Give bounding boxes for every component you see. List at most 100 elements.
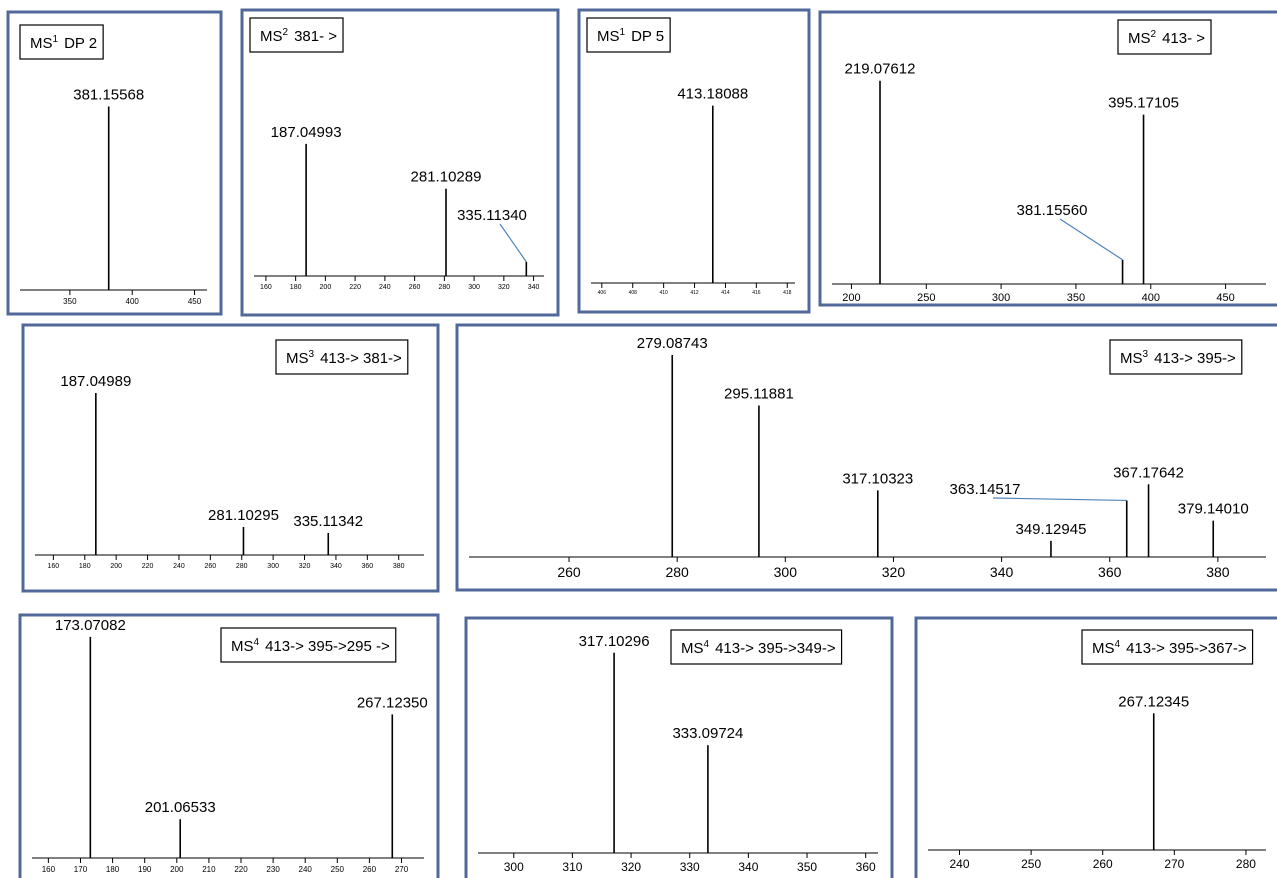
title-level: 3 [1143, 349, 1149, 360]
panel-frame [818, 10, 1277, 307]
x-tick-label: 240 [299, 865, 313, 874]
title-box: MS4 413-> 395->295 -> [220, 627, 397, 663]
x-tick-label: 300 [504, 860, 524, 874]
title-rest: DP 5 [631, 28, 664, 45]
peak-label: 363.14517 [950, 481, 1021, 498]
panel-title: MS1 DP 2 [30, 34, 97, 52]
title-rest: 413-> 395->367-> [1126, 640, 1247, 657]
x-tick-label: 380 [393, 563, 405, 570]
peak-label: 317.10323 [842, 470, 913, 487]
title-rest: 413-> 395->295 -> [265, 638, 390, 655]
peak-label: 187.04993 [271, 124, 342, 141]
x-tick-label: 280 [236, 563, 248, 570]
title-box: MS3 413-> 395-> [1109, 339, 1243, 375]
peak-label: 295.11881 [724, 386, 794, 403]
panel-frame [455, 323, 1277, 592]
x-tick-label: 380 [1206, 564, 1230, 580]
x-tick-label: 340 [738, 860, 758, 874]
x-tick-label: 360 [856, 860, 876, 874]
leader-line [499, 223, 527, 263]
x-tick-label: 230 [266, 865, 280, 874]
title-frame [220, 627, 397, 663]
title-ms: MS [681, 640, 704, 657]
title-rest: 413- > [1162, 30, 1205, 47]
title-ms: MS [597, 28, 620, 45]
peak-label: 413.18088 [677, 86, 748, 103]
title-box: MS4 413-> 395->367-> [1081, 629, 1254, 665]
title-ms: MS [1120, 350, 1143, 367]
title-box: MS2 413- > [1117, 19, 1212, 55]
x-tick-label: 270 [395, 865, 409, 874]
title-box: MS4 413-> 395->349-> [670, 629, 843, 665]
x-tick-label: 200 [170, 865, 184, 874]
title-level: 1 [53, 34, 59, 45]
x-tick-label: 416 [752, 290, 761, 296]
title-ms: MS [1128, 30, 1151, 47]
peak-label: 349.12945 [1016, 521, 1087, 538]
peak-label: 395.17105 [1108, 95, 1179, 112]
title-ms: MS [30, 35, 53, 52]
x-tick-label: 260 [205, 563, 217, 570]
x-tick-label: 340 [330, 563, 342, 570]
x-tick-label: 260 [1093, 857, 1113, 871]
peak-label: 335.11340 [457, 207, 527, 224]
x-tick-label: 190 [138, 865, 152, 874]
panel-title: MS4 413-> 395->295 -> [231, 637, 390, 655]
peak-label: 173.07082 [55, 617, 126, 634]
x-tick-label: 160 [260, 284, 272, 291]
x-tick-label: 410 [659, 290, 668, 296]
x-tick-label: 300 [267, 563, 279, 570]
x-tick-label: 350 [1067, 292, 1085, 304]
x-tick-label: 180 [290, 284, 302, 291]
x-tick-label: 300 [774, 564, 798, 580]
x-tick-label: 200 [320, 284, 332, 291]
peak-label: 367.17642 [1113, 464, 1184, 481]
peak-label: 281.10289 [411, 169, 482, 186]
x-tick-label: 340 [990, 564, 1014, 580]
x-tick-label: 200 [110, 563, 122, 570]
title-level: 3 [309, 349, 315, 360]
x-tick-label: 250 [331, 865, 345, 874]
peak-label: 333.09724 [672, 725, 743, 742]
title-frame [275, 339, 409, 375]
panel-title: MS4 413-> 395->349-> [681, 639, 836, 657]
x-tick-label: 400 [1142, 292, 1160, 304]
x-tick-label: 250 [917, 292, 935, 304]
x-tick-label: 210 [202, 865, 216, 874]
x-tick-label: 180 [79, 563, 91, 570]
peak-label: 379.14010 [1178, 501, 1249, 518]
panel-title: MS2 381- > [260, 27, 337, 45]
x-tick-label: 240 [949, 857, 969, 871]
panel-title: MS3 413-> 381-> [286, 349, 402, 367]
peak-label: 279.08743 [637, 335, 708, 352]
peak-label: 281.10295 [208, 507, 279, 524]
x-tick-label: 260 [363, 865, 377, 874]
leader-line [992, 497, 1127, 502]
x-tick-label: 360 [361, 563, 373, 570]
panel-frame [18, 613, 440, 878]
x-tick-label: 350 [797, 860, 817, 874]
title-ms: MS [260, 28, 283, 45]
panel-title: MS3 413-> 395-> [1120, 349, 1236, 367]
x-tick-label: 160 [42, 865, 56, 874]
x-tick-label: 450 [1216, 292, 1234, 304]
x-tick-label: 340 [528, 284, 540, 291]
x-tick-label: 408 [629, 290, 638, 296]
title-level: 4 [704, 639, 710, 650]
x-tick-label: 220 [234, 865, 248, 874]
peak-label: 381.15568 [73, 86, 144, 103]
panel-frame [6, 10, 223, 316]
title-level: 4 [254, 637, 260, 648]
panel-frame [240, 8, 560, 317]
x-tick-label: 200 [842, 292, 860, 304]
x-tick-label: 250 [1021, 857, 1041, 871]
x-tick-label: 220 [142, 563, 154, 570]
x-tick-label: 320 [882, 564, 906, 580]
peak-label: 201.06533 [145, 799, 216, 816]
x-tick-label: 320 [621, 860, 641, 874]
x-tick-label: 360 [1098, 564, 1122, 580]
x-tick-label: 260 [557, 564, 581, 580]
peak-label: 219.07612 [845, 61, 916, 78]
peak-label: 187.04989 [60, 373, 131, 390]
